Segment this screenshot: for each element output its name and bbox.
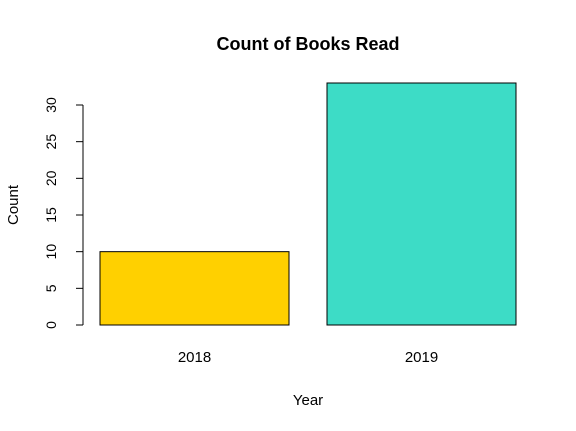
y-tick-label: 15 <box>43 207 59 223</box>
bar-2018 <box>99 251 290 326</box>
category-labels: 2018 2019 <box>178 349 438 366</box>
chart-title: Count of Books Read <box>217 34 400 54</box>
y-tick-label: 5 <box>43 284 59 292</box>
x-tick-label: 2019 <box>405 349 438 366</box>
y-tick-label: 0 <box>43 321 59 329</box>
y-tick-label: 10 <box>43 244 59 260</box>
y-tick-label: 20 <box>43 170 59 186</box>
bar-2019 <box>326 82 517 326</box>
y-axis-label: Count <box>5 184 22 225</box>
y-tick-label: 25 <box>43 134 59 150</box>
y-tick-label: 30 <box>43 97 59 113</box>
y-axis: 0 5 10 15 20 25 30 <box>43 97 84 329</box>
x-tick-label: 2018 <box>178 349 211 366</box>
bars <box>99 82 517 326</box>
x-axis-label: Year <box>293 392 323 409</box>
